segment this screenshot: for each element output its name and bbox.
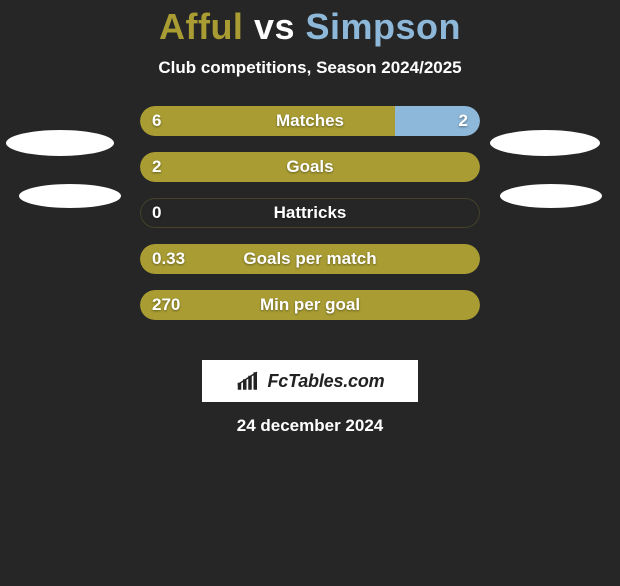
title-player-a: Afful — [159, 6, 243, 47]
stat-value-a: 6 — [152, 106, 161, 136]
stat-value-a: 0.33 — [152, 244, 185, 274]
stat-value-a: 2 — [152, 152, 161, 182]
stat-value-a: 0 — [152, 198, 161, 228]
bar-track — [140, 290, 480, 320]
bar-segment-a — [140, 106, 395, 136]
bar-segment-a — [140, 244, 480, 274]
stat-value-b: 2 — [459, 106, 468, 136]
stat-row: 270Min per goal — [0, 290, 620, 320]
stat-row: 2Goals — [0, 152, 620, 182]
bar-track — [140, 106, 480, 136]
bar-segment-a — [140, 152, 480, 182]
title-player-b: Simpson — [306, 6, 462, 47]
decor-ellipse — [490, 130, 600, 156]
bar-track — [140, 244, 480, 274]
stat-row: 0.33Goals per match — [0, 244, 620, 274]
decor-ellipse — [500, 184, 602, 208]
bar-chart-icon — [236, 370, 264, 392]
bar-segment-a — [140, 290, 480, 320]
stat-value-a: 270 — [152, 290, 180, 320]
bar-track — [140, 198, 480, 228]
decor-ellipse — [19, 184, 121, 208]
page-title: Afful vs Simpson — [0, 6, 620, 48]
title-vs: vs — [254, 6, 295, 47]
bar-track — [140, 152, 480, 182]
logo-text: FcTables.com — [268, 371, 385, 392]
fctables-logo-link[interactable]: FcTables.com — [202, 360, 418, 402]
date-text: 24 december 2024 — [0, 416, 620, 436]
decor-ellipse — [6, 130, 114, 156]
subtitle: Club competitions, Season 2024/2025 — [0, 58, 620, 78]
